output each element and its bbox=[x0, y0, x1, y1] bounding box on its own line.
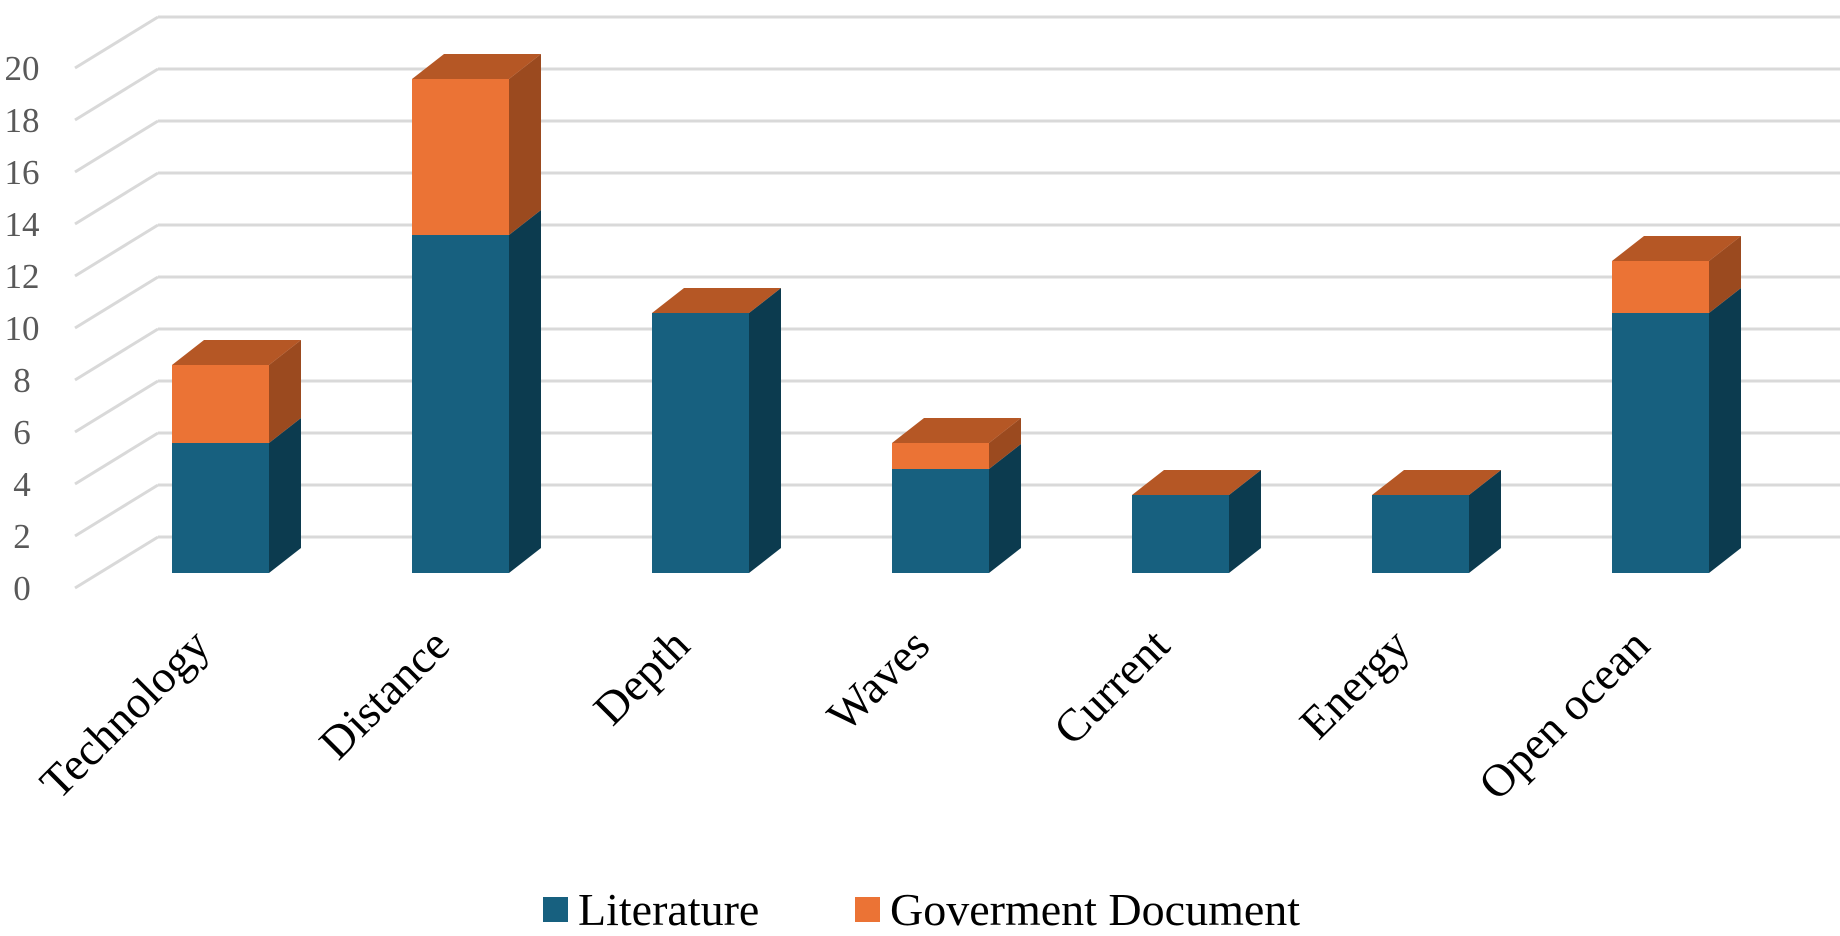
y-tick-label-14: 14 bbox=[5, 205, 40, 244]
bar-goverment-document-distance bbox=[412, 79, 509, 235]
legend-label-goverment-document: Goverment Document bbox=[890, 884, 1300, 935]
y-tick-label-6: 6 bbox=[13, 413, 31, 452]
gridline-diagonal-10 bbox=[74, 15, 159, 70]
x-tick-label-energy: Energy bbox=[1290, 619, 1419, 748]
y-tick-label-16: 16 bbox=[5, 153, 40, 192]
y-tick-label-2: 2 bbox=[13, 517, 31, 556]
bar-side-goverment-document-distance bbox=[509, 54, 541, 235]
bar-top-energy bbox=[1372, 470, 1501, 495]
y-tick-label-10: 10 bbox=[5, 309, 40, 348]
y-tick-label-4: 4 bbox=[13, 465, 31, 504]
bar-side-goverment-document-open-ocean bbox=[1709, 236, 1741, 313]
legend-label-literature: Literature bbox=[578, 884, 759, 935]
y-tick-label-18: 18 bbox=[5, 101, 40, 140]
x-tick-label-distance: Distance bbox=[309, 619, 459, 769]
bar-top-depth bbox=[652, 288, 781, 313]
x-tick-label-depth: Depth bbox=[584, 619, 700, 735]
y-tick-label-12: 12 bbox=[5, 257, 40, 296]
bar-side-literature-waves bbox=[989, 444, 1021, 573]
bar-side-goverment-document-technology bbox=[269, 340, 301, 443]
bar-side-literature-distance bbox=[509, 210, 541, 573]
gridline-diagonal-1 bbox=[74, 483, 159, 538]
gridline-diagonal-7 bbox=[74, 171, 159, 226]
bar-goverment-document-technology bbox=[172, 365, 269, 443]
category-labels: Technology Distance Depth Waves Current Energ… bbox=[30, 619, 1659, 810]
gridline-diagonal-3 bbox=[74, 379, 159, 434]
bar-side-literature-technology bbox=[269, 418, 301, 573]
gridline-diagonal-2 bbox=[74, 431, 159, 486]
bar-top-distance bbox=[412, 54, 541, 79]
legend-swatch-goverment-document bbox=[855, 897, 880, 922]
y-tick-label-0: 0 bbox=[13, 569, 31, 608]
x-tick-label-current: Current bbox=[1044, 619, 1180, 755]
y-tick-label-8: 8 bbox=[13, 361, 31, 400]
gridline-diagonal-6 bbox=[74, 223, 159, 278]
x-tick-label-open-ocean: Open ocean bbox=[1469, 619, 1659, 809]
bar-top-waves bbox=[892, 418, 1021, 443]
bar-literature-energy bbox=[1372, 495, 1469, 573]
bar-literature-technology bbox=[172, 443, 269, 573]
bars bbox=[172, 54, 1741, 573]
bar-side-literature-current bbox=[1229, 470, 1261, 573]
gridline-diagonal-5 bbox=[74, 275, 159, 330]
legend-swatch-literature bbox=[543, 897, 568, 922]
bar-literature-current bbox=[1132, 495, 1229, 573]
bar-top-open-ocean bbox=[1612, 236, 1741, 261]
bar-literature-open-ocean bbox=[1612, 313, 1709, 573]
bar-literature-waves bbox=[892, 469, 989, 573]
legend: Literature Goverment Document bbox=[543, 884, 1300, 935]
y-tick-label-20: 20 bbox=[5, 49, 40, 88]
gridline-diagonal-8 bbox=[74, 119, 159, 174]
gridline-diagonal-9 bbox=[74, 67, 159, 122]
bar-goverment-document-open-ocean bbox=[1612, 261, 1709, 313]
gridline-diagonal-0 bbox=[74, 535, 159, 590]
bar-goverment-document-waves bbox=[892, 443, 989, 469]
bar-side-literature-energy bbox=[1469, 470, 1501, 573]
x-tick-label-technology: Technology bbox=[30, 619, 219, 808]
gridline-diagonal-4 bbox=[74, 327, 159, 382]
y-axis-ticks: 0 2 4 6 8 10 12 14 16 18 20 bbox=[5, 49, 40, 608]
bar-top-current bbox=[1132, 470, 1261, 495]
bar-literature-distance bbox=[412, 235, 509, 573]
bar-top-technology bbox=[172, 340, 301, 365]
bar-side-goverment-document-waves bbox=[989, 418, 1021, 469]
bar-side-literature-open-ocean bbox=[1709, 288, 1741, 573]
bar-literature-depth bbox=[652, 313, 749, 573]
bar-side-literature-depth bbox=[749, 288, 781, 573]
x-tick-label-waves: Waves bbox=[817, 619, 939, 741]
